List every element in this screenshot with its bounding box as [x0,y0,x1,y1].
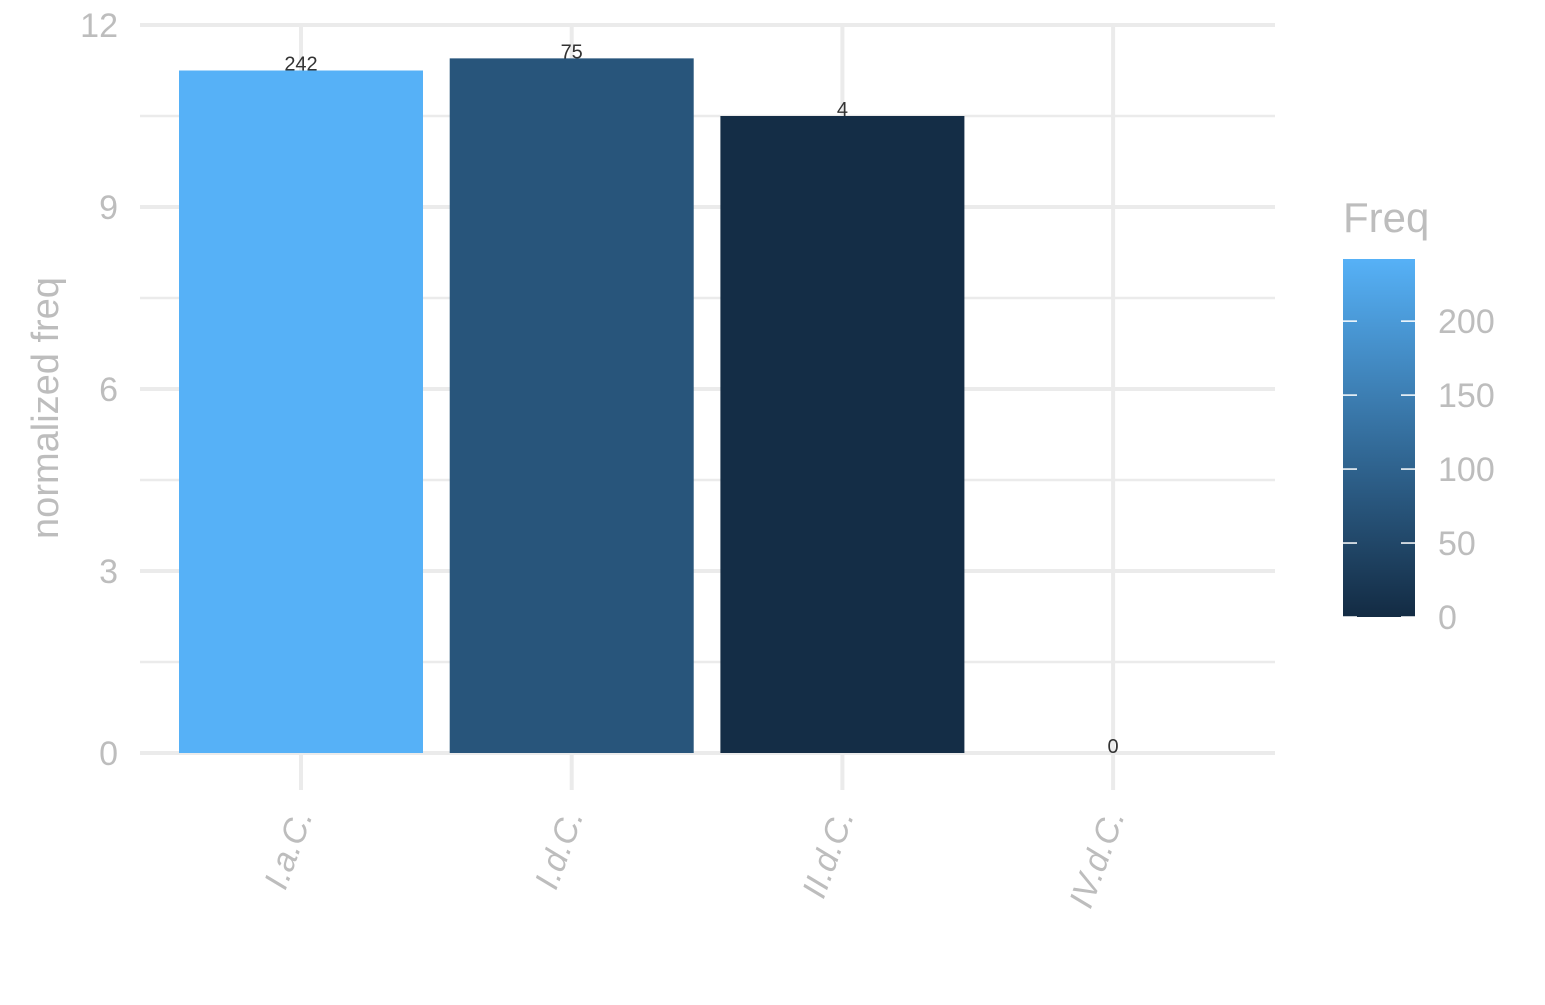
bar-1 [449,58,694,754]
y-tick-label: 12 [80,7,118,45]
y-tick-label: 9 [99,189,118,227]
legend-tick-label: 0 [1438,599,1457,637]
x-tick-label: I.a.C. [257,805,320,894]
legend-title: Freq [1343,194,1429,241]
bar-label-0: 242 [284,54,317,76]
bar-label-3: 0 [1108,736,1119,758]
legend-colorbar [1343,259,1415,617]
bar-label-1: 75 [561,41,583,63]
legend: Freq 0 50 100 150 200 [1343,194,1495,637]
bar-label-2: 4 [837,99,848,121]
data-labels: 242 75 4 0 [284,41,1118,758]
legend-tick-label: 50 [1438,525,1476,563]
y-tick-label: 6 [99,371,118,409]
x-tick-label: II.d.C. [795,805,862,903]
legend-tick-label: 200 [1438,303,1495,341]
x-tick-label: I.d.C. [528,805,591,894]
y-tick-label: 3 [99,553,118,591]
y-axis-title: normalized freq [25,277,67,539]
x-tick-label: IV.d.C. [1062,805,1132,913]
y-tick-label: 0 [99,735,118,773]
bars [179,58,965,754]
bar-2 [720,116,965,753]
legend-tick-label: 100 [1438,451,1495,489]
legend-tick-label: 150 [1438,377,1495,415]
axes: 0 3 6 9 12 I.a.C. I.d.C. II.d.C. IV.d.C. [80,7,1132,913]
bar-0 [179,70,423,753]
